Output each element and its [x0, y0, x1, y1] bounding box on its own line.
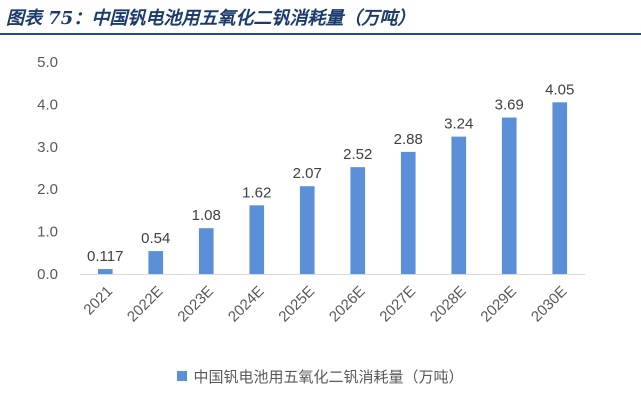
data-label: 3.24: [444, 116, 473, 133]
data-label: 0.54: [141, 230, 170, 247]
y-axis: 0.0 1.0 2.0 3.0 4.0 5.0: [37, 54, 58, 283]
bar: [552, 102, 568, 274]
data-label: 4.05: [545, 81, 574, 98]
bar: [451, 136, 467, 274]
bar: [97, 269, 113, 274]
x-tick-label: 2022E: [124, 283, 167, 326]
data-label: 2.88: [394, 131, 423, 148]
bar: [249, 205, 265, 274]
legend-swatch: [177, 371, 188, 381]
bar: [299, 186, 315, 274]
x-tick-label: 2024E: [225, 283, 268, 326]
bar: [400, 151, 416, 274]
bar: [501, 117, 517, 274]
bar: [350, 167, 366, 274]
data-label: 0.117: [87, 248, 123, 265]
y-tick-label: 1.0: [37, 224, 58, 241]
data-label: 1.08: [192, 207, 221, 224]
title-underline: [0, 33, 641, 35]
legend: 中国钒电池用五氧化二钒消耗量（万吨）: [0, 366, 641, 387]
x-tick-label: 2021: [80, 283, 116, 319]
data-labels: 0.117 0.54 1.08 1.62 2.07 2.52 2.88 3.24 3.69 4.0…: [87, 81, 574, 265]
x-tick-label: 2027E: [376, 283, 419, 326]
y-tick-label: 2.0: [37, 181, 58, 198]
y-tick-label: 3.0: [37, 139, 58, 156]
x-axis: 2021 2022E 2023E 2024E 2025E 2026E 2027E 2028E 2…: [80, 274, 585, 326]
x-tick-label: 2026E: [326, 283, 369, 326]
y-tick-label: 4.0: [37, 96, 58, 113]
x-tick-label: 2029E: [477, 283, 520, 326]
figure-title: 图表 75：中国钒电池用五氧化二钒消耗量（万吨）: [6, 8, 416, 29]
data-label: 1.62: [242, 184, 271, 201]
x-tick-label: 2030E: [528, 283, 571, 326]
y-tick-label: 5.0: [37, 54, 58, 71]
x-tick-label: 2025E: [275, 283, 318, 326]
data-label: 2.52: [343, 146, 372, 163]
data-label: 2.07: [293, 165, 322, 182]
x-tick-label: 2023E: [174, 283, 217, 326]
data-label: 3.69: [495, 97, 524, 114]
bar: [198, 228, 214, 274]
bar-series: [97, 102, 568, 274]
y-tick-label: 0.0: [37, 266, 58, 283]
x-tick-label: 2028E: [427, 283, 470, 326]
legend-label: 中国钒电池用五氧化二钒消耗量（万吨）: [193, 368, 464, 386]
bar: [148, 251, 164, 274]
